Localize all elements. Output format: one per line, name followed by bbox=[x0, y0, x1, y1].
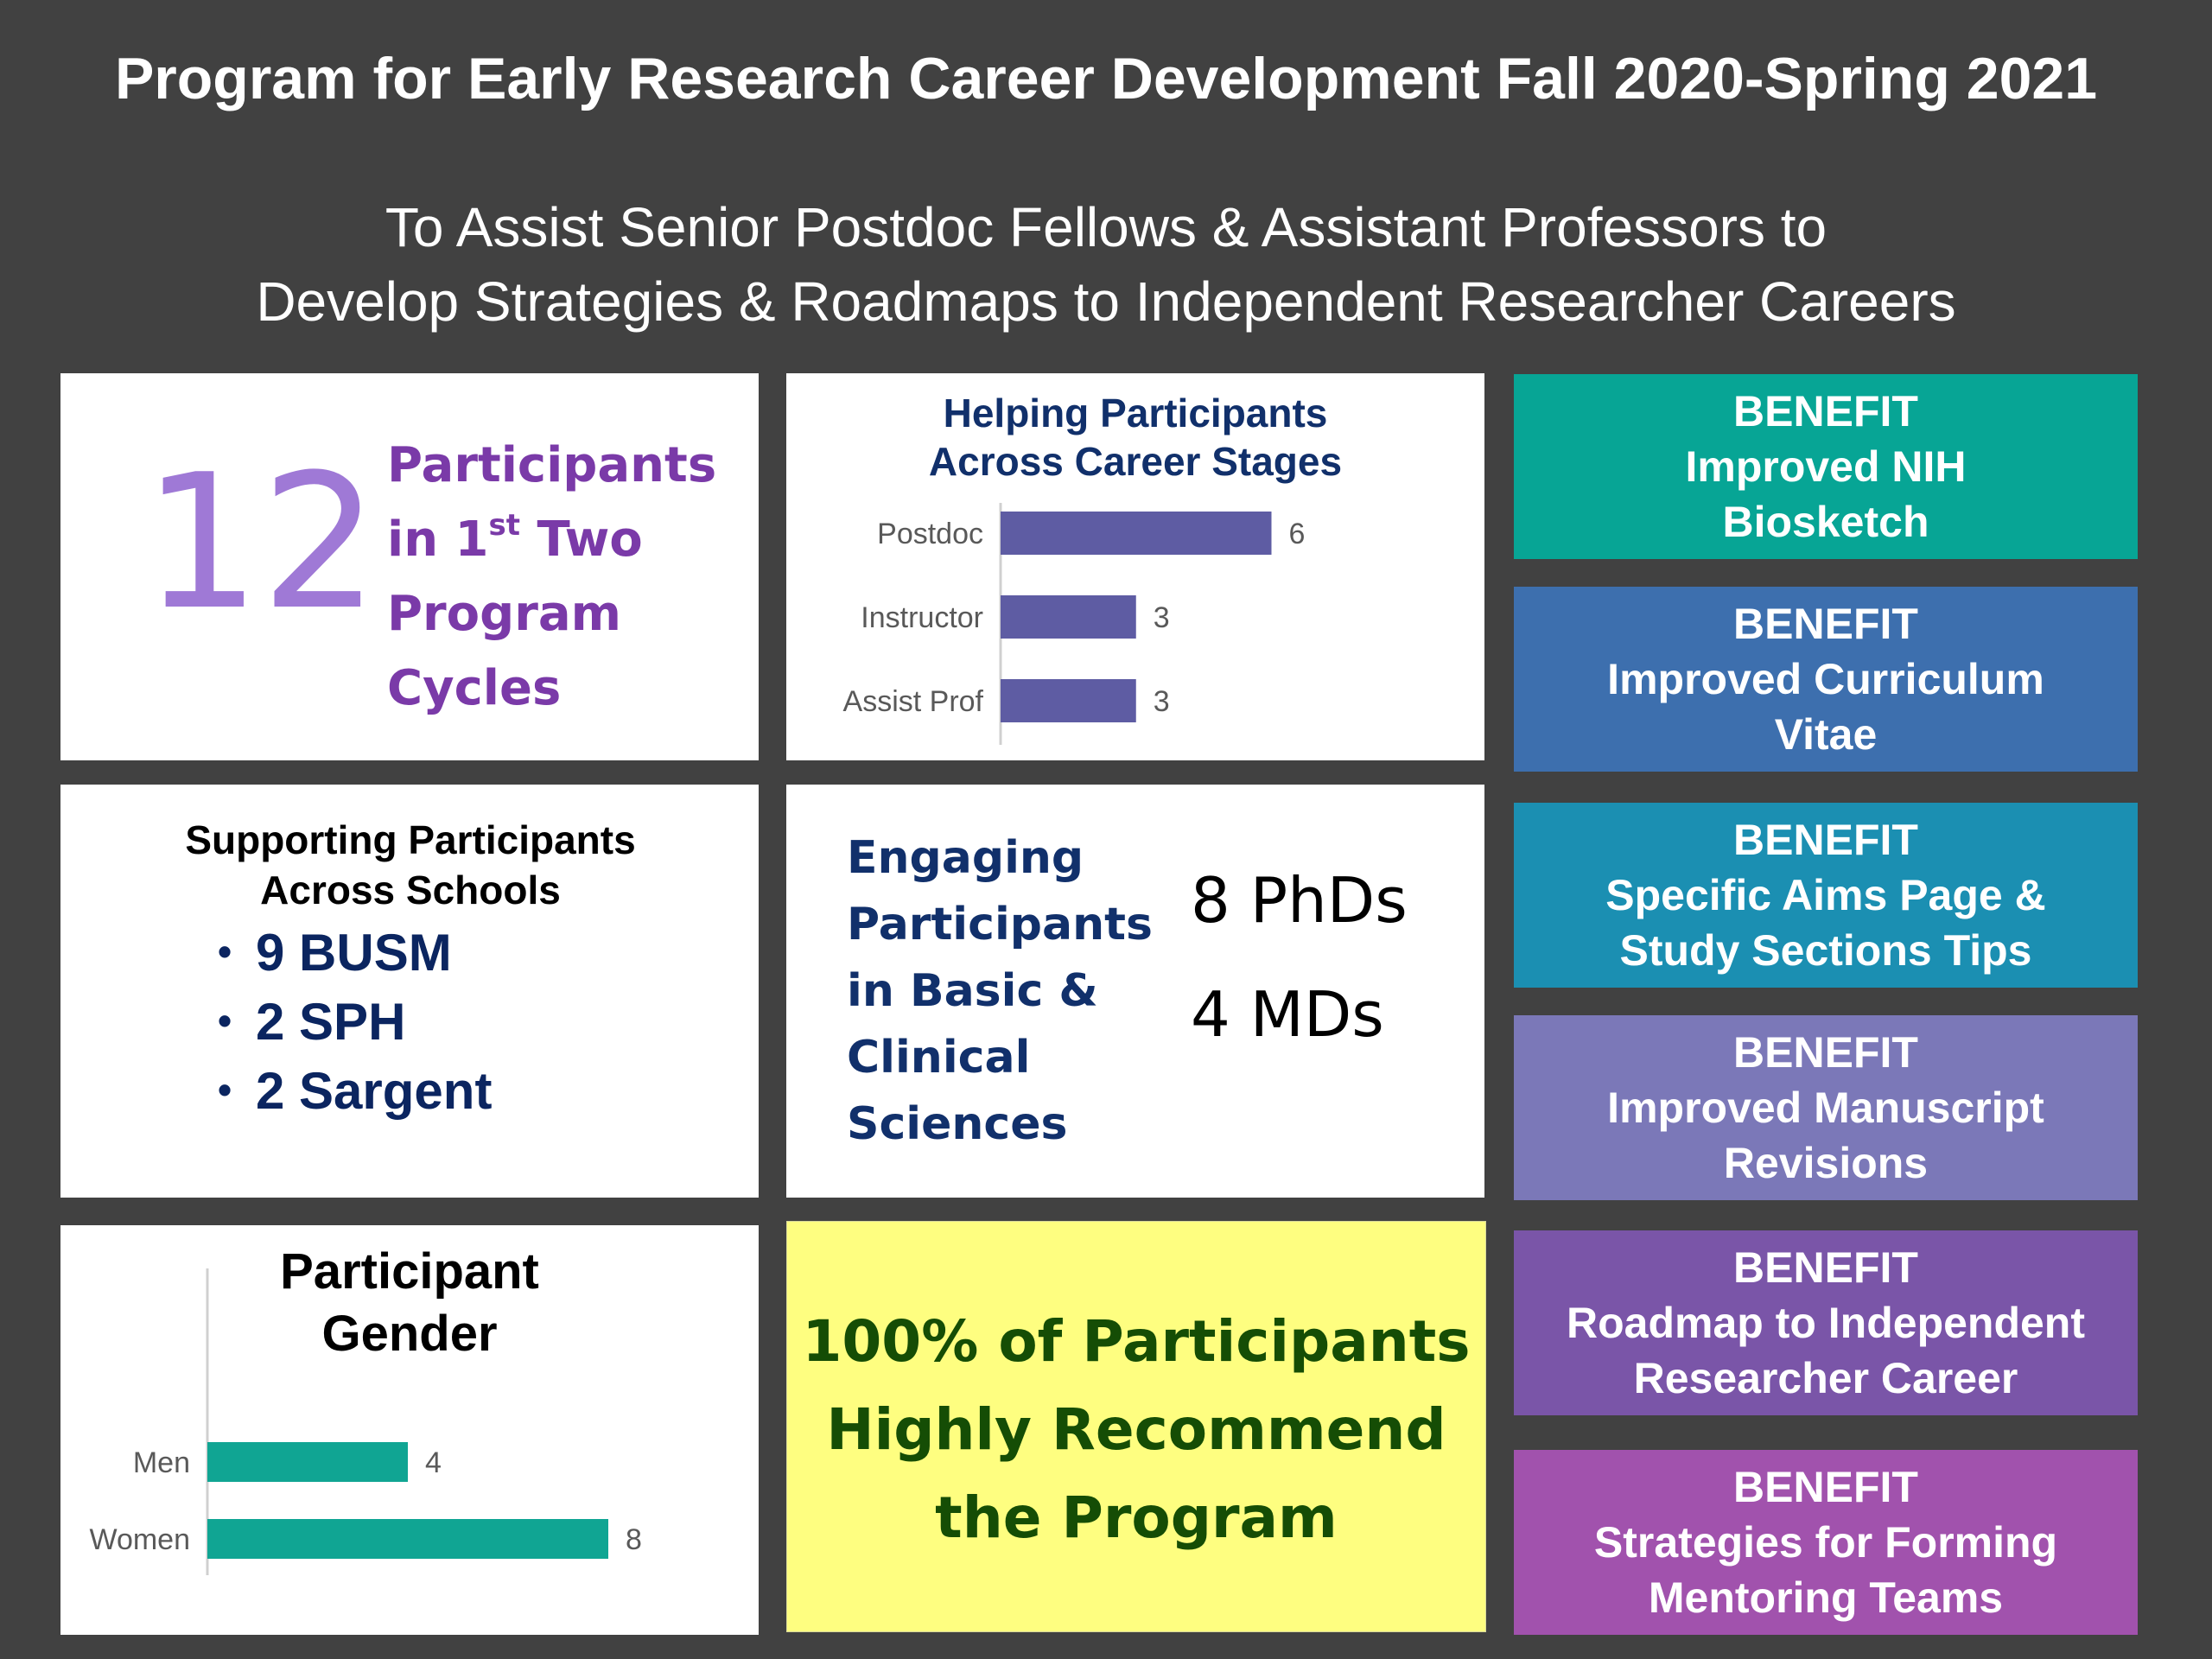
benefit-text: Specific Aims Page & bbox=[1605, 871, 2046, 919]
gender-chart: Men 4 Women 8 bbox=[89, 1268, 642, 1575]
benefit-card: BENEFIT Improved NIH Biosketch bbox=[1514, 374, 2138, 559]
benefit-text: Roadmap to Independent bbox=[1567, 1299, 2085, 1347]
engaging-text: Engaging Participants in Basic & Clinica… bbox=[847, 832, 1153, 1150]
benefit-text: Mentoring Teams bbox=[1648, 1573, 2004, 1622]
phd-count: 8 PhDs bbox=[1191, 864, 1408, 937]
chart-bar bbox=[1001, 512, 1272, 555]
benefit-card: BENEFIT Roadmap to Independent Researcher … bbox=[1514, 1230, 2138, 1415]
degrees-panel bbox=[786, 785, 1484, 1198]
chart-data-label: 3 bbox=[1154, 601, 1170, 634]
recommend-panel: 100% of Participants Highly Recommend th… bbox=[786, 1221, 1486, 1632]
benefit-card: BENEFIT Improved Curriculum Vitae bbox=[1514, 587, 2138, 772]
gender-panel: Participant Gender Men 4 Women 8 bbox=[60, 1225, 759, 1635]
chart-bar bbox=[207, 1442, 408, 1482]
page-title: Program for Early Research Career Develo… bbox=[114, 46, 2098, 111]
subtitle-line-2: Develop Strategies & Roadmaps to Indepen… bbox=[256, 270, 1956, 333]
benefit-card: BENEFIT Specific Aims Page & Study Section… bbox=[1514, 803, 2138, 988]
benefit-text: Biosketch bbox=[1722, 498, 1929, 546]
benefit-text: Improved Curriculum bbox=[1607, 655, 2044, 703]
participants-line-4: Cycles bbox=[387, 660, 562, 716]
benefit-text: Strategies for Forming bbox=[1593, 1518, 2058, 1567]
chart-bar bbox=[1001, 595, 1136, 639]
list-item: • 2 Sargent bbox=[218, 1062, 493, 1120]
career-chart-title: Helping Participants Across Career Stage… bbox=[928, 391, 1343, 484]
chart-bar bbox=[1001, 679, 1136, 722]
chart-data-label: 8 bbox=[626, 1523, 642, 1556]
career-stages-chart: Postdoc 6 Instructor 3 Assist Prof 3 bbox=[843, 503, 1306, 745]
schools-list: • 9 BUSM • 2 SPH • 2 Sargent bbox=[218, 918, 492, 1125]
benefit-label: BENEFIT bbox=[1733, 1243, 1918, 1292]
md-count: 4 MDs bbox=[1191, 978, 1384, 1051]
benefit-label: BENEFIT bbox=[1733, 1028, 1918, 1077]
chart-data-label: 4 bbox=[425, 1446, 442, 1479]
chart-category-label: Men bbox=[133, 1446, 190, 1479]
benefit-card: BENEFIT Strategies for Forming Mentoring T… bbox=[1514, 1450, 2138, 1635]
schools-panel bbox=[60, 785, 759, 1198]
benefit-card: BENEFIT Improved Manuscript Revisions bbox=[1514, 1015, 2138, 1200]
chart-category-label: Assist Prof bbox=[843, 685, 984, 718]
chart-bar bbox=[207, 1519, 608, 1559]
career-stages-panel: Helping Participants Across Career Stage… bbox=[786, 373, 1484, 760]
gender-chart-title: Participant Gender bbox=[280, 1243, 539, 1362]
participants-line-3: Program bbox=[387, 586, 621, 642]
benefit-label: BENEFIT bbox=[1733, 816, 1918, 864]
participants-count: 12 bbox=[143, 434, 379, 651]
chart-category-label: Women bbox=[89, 1523, 190, 1556]
benefit-text: Study Sections Tips bbox=[1619, 926, 2032, 975]
page-subtitle: To Assist Senior Postdoc Fellows & Assis… bbox=[0, 190, 2212, 339]
list-item: • 2 SPH bbox=[218, 993, 406, 1051]
subtitle-line-1: To Assist Senior Postdoc Fellows & Assis… bbox=[385, 196, 1827, 258]
participants-label: Participants in 1st Two Program Cycles bbox=[387, 429, 716, 726]
chart-category-label: Instructor bbox=[861, 601, 983, 634]
participants-line-1: Participants bbox=[387, 437, 717, 493]
benefit-label: BENEFIT bbox=[1733, 387, 1918, 435]
chart-data-label: 3 bbox=[1154, 685, 1170, 718]
schools-title: Supporting Participants Across Schools bbox=[185, 817, 636, 912]
chart-data-label: 6 bbox=[1289, 518, 1306, 550]
benefit-text: Revisions bbox=[1723, 1139, 1929, 1187]
benefit-text: Improved Manuscript bbox=[1607, 1084, 2044, 1132]
list-item: • 9 BUSM bbox=[218, 924, 452, 982]
benefit-text: Researcher Career bbox=[1633, 1354, 2018, 1402]
benefit-label: BENEFIT bbox=[1733, 600, 1918, 648]
recommend-text: 100% of Participants Highly Recommend th… bbox=[802, 1308, 1471, 1551]
chart-category-label: Postdoc bbox=[877, 518, 983, 550]
benefit-label: BENEFIT bbox=[1733, 1463, 1918, 1511]
participants-panel bbox=[60, 373, 759, 760]
participants-line-2: in 1st Two bbox=[387, 508, 643, 568]
benefit-text: Improved NIH bbox=[1685, 442, 1967, 491]
benefit-text: Vitae bbox=[1774, 710, 1878, 759]
